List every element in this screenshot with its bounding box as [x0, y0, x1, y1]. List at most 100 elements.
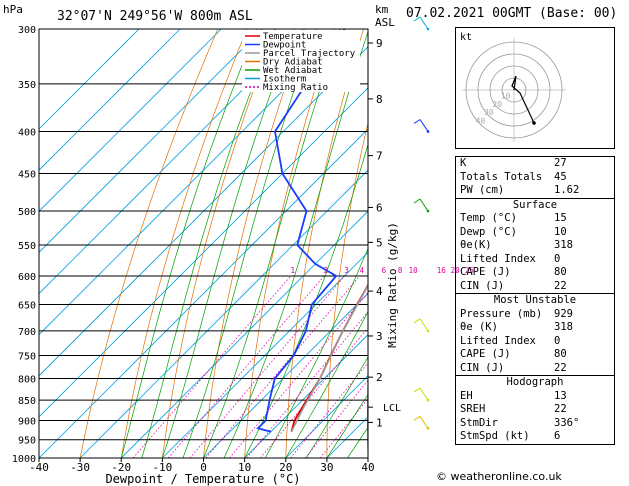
mixing-ratio-label: 6	[382, 266, 387, 275]
wind-barb-flag	[413, 415, 421, 421]
pressure-tick-label: 800	[18, 374, 36, 385]
most-unstable-value: 318	[554, 321, 573, 333]
asl-label: ASL	[375, 16, 395, 29]
mixing-ratio-labels: 1 2 3 4 6 8 10 16 20 25	[290, 266, 473, 275]
wind-barb-dot	[426, 426, 430, 430]
wind-barb-staff	[419, 387, 429, 401]
wind-barb-staff	[419, 416, 429, 429]
most-unstable-label: CIN (J)	[460, 361, 505, 374]
isotherm-line	[285, 375, 368, 458]
hodograph-ring-label: 10	[501, 91, 511, 100]
index-row: Totals Totals 45	[456, 171, 614, 185]
isotherm-line	[39, 87, 368, 418]
hodograph-stat-row: StmSpd (kt) 6	[456, 430, 614, 444]
most-unstable-title: Most Unstable	[493, 294, 577, 306]
date-header: 07.02.2021 00GMT (Base: 00)	[406, 6, 618, 21]
location-title: 32°07'N 249°56'W 800m ASL	[57, 9, 253, 24]
temperature-tick-label: 0	[200, 461, 207, 474]
hodograph-stat-value: 6	[554, 430, 561, 442]
series-group	[256, 29, 368, 433]
wet-adiabat-line	[306, 356, 368, 458]
mixing-ratio-label: 10	[409, 266, 419, 275]
legend-background	[242, 30, 360, 92]
wind-barb-staff	[419, 198, 429, 212]
wind-barb-flag	[413, 387, 421, 393]
km-tick-label: 3	[376, 330, 383, 343]
index-label: K	[460, 157, 467, 169]
most-unstable-row: Pressure (mb) 929	[456, 308, 614, 322]
km-tick-label: 7	[376, 150, 383, 163]
mixing-ratio-label: 3	[344, 266, 349, 275]
temperature-tick-label: -10	[152, 461, 172, 474]
pressure-tick-label: 700	[18, 327, 36, 338]
mixing-ratio-label: 16	[437, 266, 447, 275]
mixing-ratio-label: 8	[398, 266, 403, 275]
surface-row: Temp (°C) 15	[456, 212, 614, 226]
isotherm-line	[39, 29, 181, 171]
isotherm-line	[39, 29, 304, 295]
surface-value: 10	[554, 225, 567, 238]
most-unstable-label: Pressure (mb)	[460, 307, 543, 320]
most-unstable-label: θe (K)	[460, 321, 498, 333]
km-tick-label: 6	[376, 201, 383, 214]
most-unstable-value: 22	[554, 361, 567, 374]
legend-label: Temperature	[263, 32, 323, 42]
hodograph-stat-row: StmDir 336°	[456, 417, 614, 431]
legend-label: Dry Adiabat	[263, 58, 323, 68]
most-unstable-value: 0	[554, 334, 561, 347]
legend-label: Parcel Trajectory	[263, 49, 356, 59]
km-label: km	[375, 3, 389, 16]
dry-adiabat-line	[203, 29, 306, 458]
km-tick-label: 1	[376, 416, 383, 429]
most-unstable-row: CAPE (J) 80	[456, 348, 614, 362]
index-row: PW (cm) 1.62	[456, 184, 614, 198]
surface-value: 0	[554, 252, 561, 265]
isotherm-line	[203, 292, 368, 458]
pressure-tick-label: 750	[18, 351, 36, 362]
temperature-tick-label: 40	[361, 461, 374, 474]
hodograph-stat-row: SREH 22	[456, 403, 614, 417]
wind-barb-dot	[426, 27, 430, 31]
wind-barb-staff	[419, 119, 429, 132]
copyright: © weatheronline.co.uk	[436, 470, 562, 483]
hodograph-stat-value: 22	[554, 403, 567, 415]
surface-title: Surface	[512, 198, 558, 211]
hodograph-stat-value: 336°	[554, 416, 580, 429]
dry-adiabat-line	[619, 29, 629, 458]
most-unstable-label: Lifted Index	[460, 334, 536, 347]
wind-barbs	[413, 16, 430, 430]
mixing-ratio-line	[304, 379, 368, 458]
isotherm-line	[79, 169, 368, 458]
isotherm-line	[120, 210, 368, 458]
pressure-tick-label: 600	[18, 272, 36, 283]
mixing-ratio-label: 2	[324, 266, 329, 275]
mixing-ratio-line	[167, 275, 325, 458]
surface-value: 318	[554, 239, 573, 251]
x-axis-label: Dewpoint / Temperature (°C)	[105, 472, 300, 486]
mixing-ratio-line	[246, 311, 368, 458]
isotherm-line	[39, 46, 368, 377]
isotherm-line	[39, 29, 140, 130]
index-label: PW (cm)	[460, 184, 505, 196]
index-value: 45	[554, 170, 567, 183]
isotherm-line	[39, 29, 263, 253]
mixing-ratio-label: 1	[290, 266, 295, 275]
hodograph-unit-label: kt	[460, 32, 472, 43]
km-tick-label: 8	[376, 93, 383, 106]
surface-label: Dewp (°C)	[460, 225, 517, 238]
most-unstable-row: CIN (J) 22	[456, 362, 614, 376]
surface-value: 80	[554, 266, 567, 278]
wind-barb-flag	[413, 119, 421, 124]
surface-row: Lifted Index 0	[456, 253, 614, 267]
index-value: 1.62	[554, 184, 580, 196]
dry-adiabat-line	[407, 29, 452, 458]
hodograph-stat-value: 13	[554, 389, 567, 402]
pressure-tick-label: 350	[18, 80, 36, 91]
pressure-tick-label: 400	[18, 128, 36, 139]
km-tick-label: 5	[376, 236, 383, 249]
wind-barb-staff	[419, 318, 429, 332]
mixing-ratio-label: 25	[465, 266, 474, 275]
wet-adiabat-line	[182, 29, 317, 458]
km-tick-label: 2	[376, 371, 383, 384]
hodograph-trace	[511, 75, 535, 124]
